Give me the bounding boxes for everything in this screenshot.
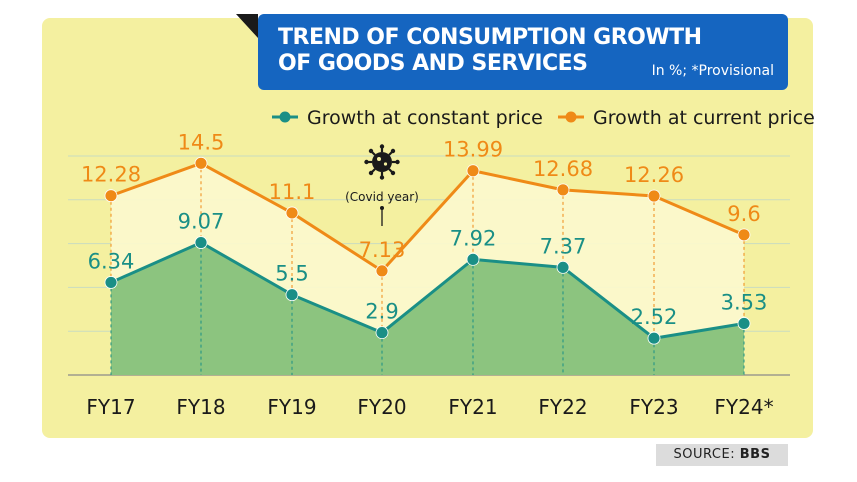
data-point-current — [104, 189, 118, 203]
legend-dot-current — [565, 111, 577, 123]
data-point-current — [737, 228, 751, 242]
series-lines — [110, 161, 745, 340]
x-tick-label: FY20 — [357, 395, 406, 419]
data-label-constant: 7.92 — [450, 226, 497, 250]
x-tick-label: FY19 — [267, 395, 316, 419]
title-corner-accent — [236, 14, 258, 38]
data-label-current: 7.13 — [359, 238, 406, 262]
title-banner: TREND OF CONSUMPTION GROWTH OF GOODS AND… — [258, 14, 788, 90]
source-credit: SOURCE: BBS — [656, 444, 788, 466]
data-point-current — [466, 164, 480, 178]
data-label-constant: 9.07 — [178, 210, 225, 234]
data-label-constant: 7.37 — [540, 234, 587, 258]
area-fill-constant — [111, 242, 744, 375]
x-tick-label: FY22 — [538, 395, 587, 419]
legend: Growth at constant price Growth at curre… — [272, 107, 815, 129]
chart-title-line1: TREND OF CONSUMPTION GROWTH — [278, 25, 702, 50]
legend-item-constant: Growth at constant price — [272, 107, 543, 129]
legend-label-constant: Growth at constant price — [307, 107, 543, 129]
data-label-constant: 6.34 — [88, 249, 135, 273]
covid-annotation: (Covid year) — [345, 144, 419, 226]
data-point-current — [285, 206, 299, 220]
x-tick-label: FY18 — [176, 395, 225, 419]
data-point-constant — [194, 236, 208, 249]
data-labels: 6.34 9.07 5.5 2.9 7.92 7.37 2.52 3.53 12.28 14.5 1… — [81, 130, 767, 329]
band-fill — [111, 163, 744, 339]
drop-lines — [110, 163, 745, 375]
virus-icon — [364, 144, 400, 180]
x-axis: FY17 FY18 FY19 FY20 FY21 FY22 FY23 FY24* — [86, 395, 773, 419]
data-label-current: 14.5 — [178, 130, 225, 154]
legend-dot-constant — [279, 111, 291, 123]
data-label-current: 13.99 — [443, 138, 503, 162]
data-label-constant: 2.9 — [365, 300, 398, 324]
covid-label: (Covid year) — [345, 190, 419, 204]
data-point-constant — [104, 276, 118, 289]
data-point-constant — [647, 331, 661, 345]
series-line-constant — [110, 241, 745, 340]
series-line-current — [110, 161, 745, 273]
data-label-current: 12.26 — [624, 163, 684, 187]
x-tick-label: FY23 — [629, 395, 678, 419]
covid-pointer-dot — [380, 206, 384, 210]
data-point-current — [556, 183, 570, 197]
x-tick-label: FY17 — [86, 395, 135, 419]
data-label-current: 12.68 — [533, 157, 593, 181]
area-fills — [111, 163, 744, 375]
data-point-current — [194, 156, 208, 170]
data-point-constant — [375, 326, 389, 340]
source-label: SOURCE: — [673, 447, 736, 462]
data-label-current: 12.28 — [81, 163, 141, 187]
legend-label-current: Growth at current price — [593, 107, 815, 129]
data-point-constant — [737, 317, 751, 330]
data-label-current: 9.6 — [727, 202, 760, 226]
chart-title-line2: OF GOODS AND SERVICES — [278, 51, 588, 76]
legend-item-current: Growth at current price — [558, 107, 815, 129]
data-point-current — [375, 264, 389, 278]
data-label-constant: 2.52 — [631, 305, 678, 329]
data-point-current — [647, 189, 661, 203]
data-label-constant: 5.5 — [275, 262, 308, 286]
data-points — [104, 156, 751, 345]
x-tick-label: FY21 — [448, 395, 497, 419]
data-label-constant: 3.53 — [721, 290, 768, 314]
data-point-constant — [466, 252, 480, 266]
x-tick-label: FY24* — [714, 395, 773, 419]
data-label-current: 11.1 — [269, 180, 316, 204]
data-point-constant — [556, 260, 570, 274]
data-point-constant — [285, 288, 299, 302]
unit-note: In %; *Provisional — [651, 63, 774, 79]
source-name: BBS — [739, 447, 771, 462]
